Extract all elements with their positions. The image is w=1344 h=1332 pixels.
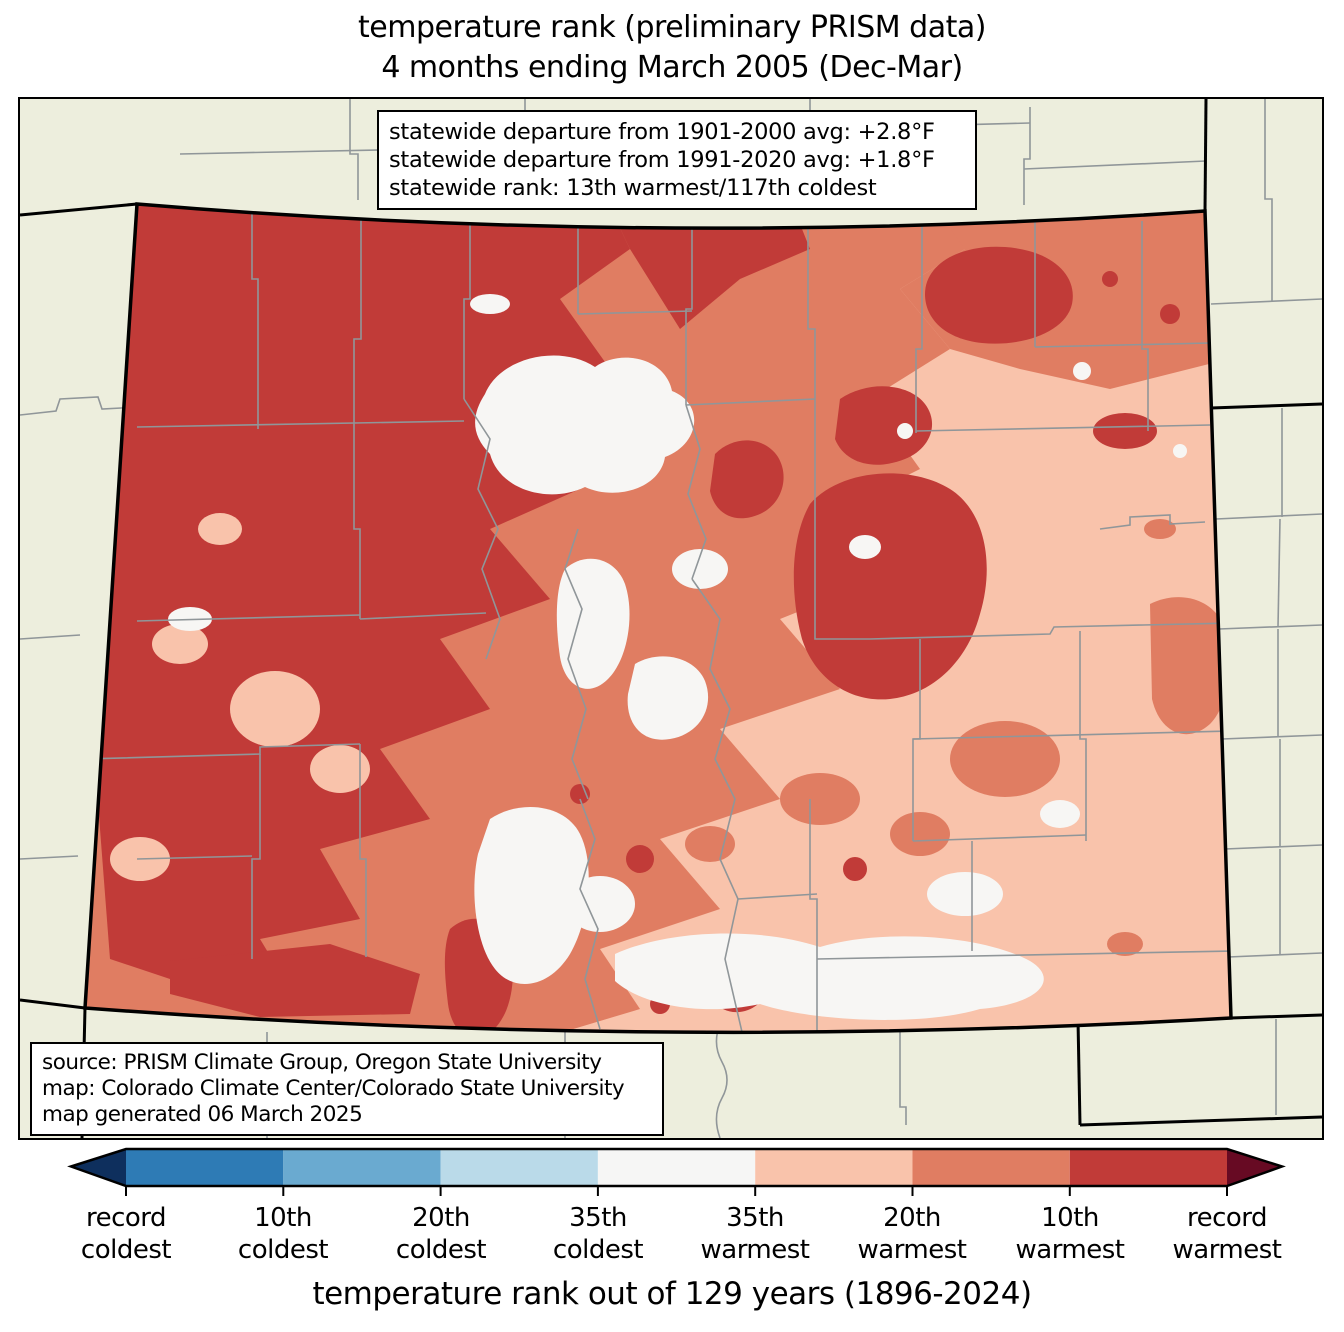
colorbar-seg-6	[912, 1149, 1070, 1186]
colorado-state-border	[83, 202, 1233, 1035]
cbar-label-35th-coldest: 35th coldest	[552, 1203, 644, 1265]
cbar-label-record-warmest: record warmest	[1172, 1203, 1283, 1265]
statewide-stats-box: statewide departure from 1901-2000 avg: …	[377, 110, 977, 210]
colorbar-axis-label: temperature rank out of 129 years (1896-…	[312, 1276, 1032, 1312]
cbar-label-10th-coldest: 10th coldest	[237, 1203, 329, 1265]
cbar-label-10th-warmest: 10th warmest	[1015, 1203, 1126, 1265]
colorbar	[67, 1147, 1286, 1196]
title-line-2: 4 months ending March 2005 (Dec-Mar)	[381, 50, 963, 85]
map-panel	[18, 97, 1324, 1140]
colorbar-seg-7	[1069, 1149, 1227, 1186]
title-line-1: temperature rank (preliminary PRISM data…	[358, 10, 986, 45]
colorbar-seg-2	[283, 1149, 441, 1186]
colorado-map	[20, 99, 1322, 1138]
figure-title: temperature rank (preliminary PRISM data…	[0, 8, 1344, 88]
colorado-county-lines	[85, 204, 1231, 1033]
source-line-1: source: PRISM Climate Group, Oregon Stat…	[42, 1050, 602, 1075]
cbar-label-20th-coldest: 20th coldest	[395, 1203, 487, 1265]
source-attribution-box: source: PRISM Climate Group, Oregon Stat…	[30, 1042, 664, 1136]
cbar-label-record-coldest: record coldest	[80, 1203, 172, 1265]
cbar-label-35th-warmest: 35th warmest	[700, 1203, 811, 1265]
colorbar-right-arrow	[1227, 1149, 1282, 1186]
source-line-2: map: Colorado Climate Center/Colorado St…	[42, 1076, 625, 1101]
colorbar-seg-4	[597, 1149, 756, 1186]
colorbar-seg-1	[126, 1149, 284, 1186]
colorbar-seg-5	[755, 1149, 913, 1186]
colorbar-left-arrow	[71, 1149, 126, 1186]
stats-line-3: statewide rank: 13th warmest/117th colde…	[389, 175, 877, 201]
stats-line-2: statewide departure from 1991-2020 avg: …	[389, 147, 935, 173]
colorbar-seg-3	[440, 1149, 598, 1186]
stats-line-1: statewide departure from 1901-2000 avg: …	[389, 119, 935, 145]
cbar-label-20th-warmest: 20th warmest	[857, 1203, 968, 1265]
source-line-3: map generated 06 March 2025	[42, 1102, 363, 1127]
colorbar-ticks	[125, 1186, 1228, 1196]
